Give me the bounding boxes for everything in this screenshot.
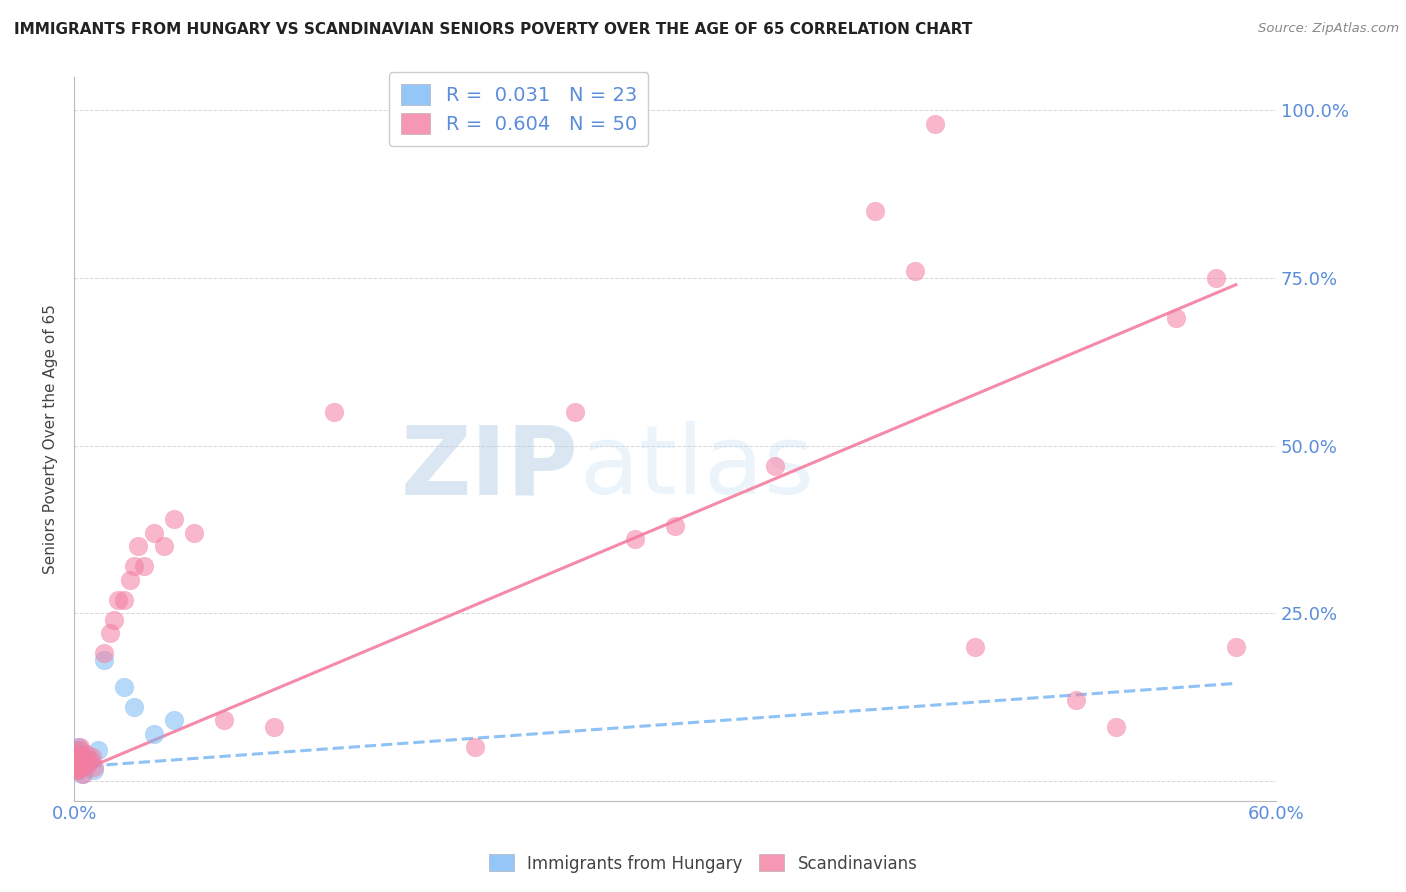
Point (79, 753, 101, 767)
Point (69, 747, 91, 761)
Point (924, 117, 946, 131)
Point (65, 753, 87, 767)
Point (79, 753, 101, 767)
Y-axis label: Seniors Poverty Over the Age of 65: Seniors Poverty Over the Age of 65 (44, 304, 58, 574)
Point (67, 760, 90, 774)
Point (65, 743, 87, 757)
Point (73, 753, 96, 767)
Point (107, 592, 129, 607)
Point (72, 767, 94, 781)
Point (214, 713, 236, 727)
Point (93, 653, 115, 667)
Point (93, 646, 115, 660)
Point (153, 539, 176, 553)
Legend: R =  0.031   N = 23, R =  0.604   N = 50: R = 0.031 N = 23, R = 0.604 N = 50 (389, 72, 648, 145)
Point (134, 559, 156, 574)
Point (67, 760, 90, 774)
Point (127, 539, 149, 553)
Point (83, 760, 105, 774)
Point (120, 573, 142, 587)
Point (122, 699, 145, 714)
Point (323, 405, 346, 419)
Point (163, 512, 186, 526)
Point (69, 753, 91, 767)
Point (66, 756, 89, 771)
Point (263, 720, 285, 734)
Point (69, 743, 91, 757)
Point (143, 525, 166, 540)
Point (464, 739, 486, 754)
Point (664, 519, 686, 533)
Point (65, 753, 87, 767)
Point (564, 405, 586, 419)
Point (75, 756, 97, 771)
Point (122, 559, 145, 574)
Point (143, 726, 166, 740)
Point (67, 764, 90, 778)
Point (70, 750, 93, 764)
Point (1225, 640, 1247, 654)
Point (965, 640, 987, 654)
Point (82, 750, 104, 764)
Point (70, 760, 93, 774)
Text: IMMIGRANTS FROM HUNGARY VS SCANDINAVIAN SENIORS POVERTY OVER THE AGE OF 65 CORRE: IMMIGRANTS FROM HUNGARY VS SCANDINAVIAN … (14, 22, 973, 37)
Point (63, 756, 86, 771)
Point (98, 626, 121, 640)
Point (70, 767, 93, 781)
Point (112, 592, 135, 607)
Point (75, 747, 97, 761)
Point (65, 747, 87, 761)
Point (904, 264, 927, 278)
Point (163, 713, 186, 727)
Point (67, 739, 90, 754)
Point (70, 756, 93, 771)
Point (1205, 271, 1227, 285)
Legend: Immigrants from Hungary, Scandinavians: Immigrants from Hungary, Scandinavians (482, 847, 924, 880)
Text: Source: ZipAtlas.com: Source: ZipAtlas.com (1258, 22, 1399, 36)
Point (624, 533, 647, 547)
Point (63, 764, 86, 778)
Point (69, 739, 91, 754)
Point (66, 750, 89, 764)
Point (67, 750, 90, 764)
Point (72, 750, 94, 764)
Point (87, 743, 110, 757)
Text: ZIP: ZIP (401, 421, 579, 515)
Point (65, 760, 87, 774)
Point (1164, 311, 1187, 326)
Point (66, 764, 89, 778)
Point (77, 756, 100, 771)
Point (66, 760, 89, 774)
Point (865, 204, 887, 219)
Text: atlas: atlas (579, 421, 814, 515)
Point (1064, 693, 1087, 707)
Point (73, 760, 96, 774)
Point (183, 525, 205, 540)
Point (67, 753, 90, 767)
Point (763, 458, 786, 473)
Point (1105, 720, 1128, 734)
Point (83, 764, 105, 778)
Point (103, 613, 125, 627)
Point (112, 680, 135, 694)
